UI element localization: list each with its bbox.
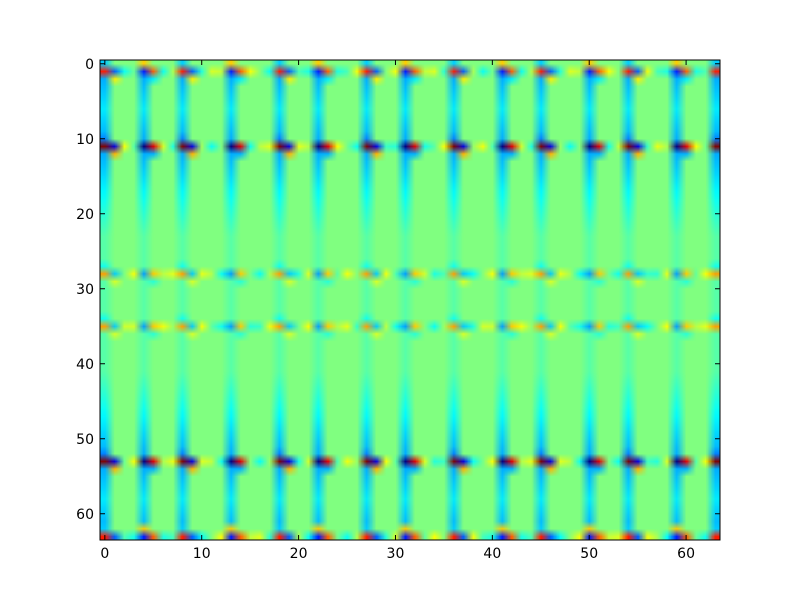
y-axis: 0 10 20 30 40 50 60 <box>76 57 720 523</box>
y-tick-label: 50 <box>76 432 94 448</box>
y-tick-label: 40 <box>76 357 94 373</box>
x-tick-label: 30 <box>387 546 405 562</box>
x-tick-label: 10 <box>193 546 211 562</box>
plot-frame <box>99 59 721 541</box>
x-axis: 0 10 20 30 40 50 60 <box>100 60 695 562</box>
heatmap-image <box>100 60 720 540</box>
y-tick-label: 10 <box>76 132 94 148</box>
x-tick-label: 50 <box>580 546 598 562</box>
y-tick-label: 30 <box>76 282 94 298</box>
x-tick-label: 0 <box>100 546 109 562</box>
x-tick-label: 40 <box>483 546 501 562</box>
y-tick-label: 0 <box>85 57 94 73</box>
x-tick-label: 60 <box>677 546 695 562</box>
y-tick-label: 60 <box>76 507 94 523</box>
y-tick-label: 20 <box>76 207 94 223</box>
x-tick-label: 20 <box>290 546 308 562</box>
